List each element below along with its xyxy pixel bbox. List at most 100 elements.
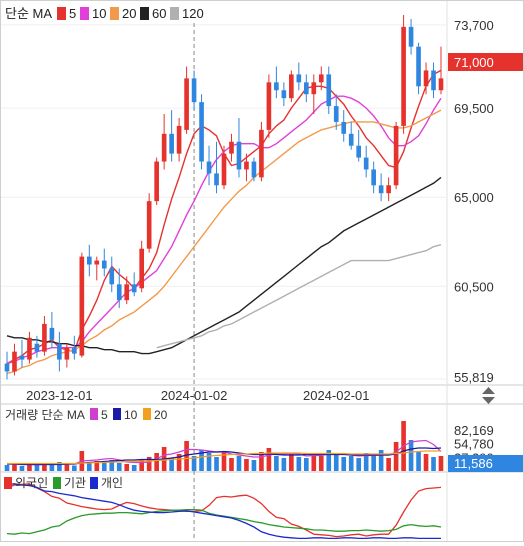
ma-line-20 (6, 109, 442, 375)
price-legend[interactable]: 단순 MA 5 10 20 60 120 (5, 6, 204, 21)
candle-body (296, 74, 302, 83)
candle (27, 331, 32, 364)
ma10-label: 10 (92, 6, 106, 21)
ma10-swatch (80, 7, 89, 20)
volume-bar (311, 453, 317, 471)
candle (64, 343, 70, 368)
volume-bar (154, 453, 159, 471)
candle (416, 42, 421, 95)
volume-bar (214, 457, 219, 471)
candle-body (229, 141, 234, 154)
ma60-swatch (140, 7, 149, 20)
current-price-tag: 71,000 (448, 53, 523, 71)
candle (176, 117, 182, 162)
candle-body (303, 82, 309, 95)
candlestick-series (4, 15, 444, 380)
candle-body (341, 121, 347, 134)
candle (266, 74, 272, 138)
candle (303, 74, 309, 103)
candle (356, 129, 362, 162)
candle-body (57, 343, 62, 360)
vma10-swatch (113, 408, 121, 420)
candle (139, 240, 145, 293)
candle-body (161, 133, 167, 162)
investor-legend[interactable]: 외국인 기관 개인 (4, 476, 123, 490)
candle (348, 121, 354, 150)
candle-body (72, 347, 77, 354)
vma20-label: 20 (154, 408, 168, 422)
up-down-arrows-icon[interactable] (482, 387, 495, 404)
ma-line-60 (6, 176, 442, 355)
candle (19, 339, 25, 368)
candle (296, 62, 302, 91)
volume-bar (348, 456, 354, 471)
volume-bar (184, 441, 189, 471)
candle-body (274, 82, 279, 91)
candle-body (124, 284, 130, 301)
candle (4, 351, 10, 380)
candle-body (244, 161, 249, 170)
volume-bar (251, 460, 257, 471)
candle (289, 70, 294, 103)
candle-body (176, 125, 182, 154)
volume-bar (64, 464, 70, 471)
volume-bar (356, 458, 362, 471)
volume-bar (229, 458, 234, 471)
candle-body (86, 256, 92, 265)
candle-body (154, 161, 159, 202)
volume-bar (378, 450, 384, 471)
candle (408, 18, 414, 55)
investor-line (6, 508, 442, 535)
ma20-label: 20 (122, 6, 136, 21)
candle-body (64, 347, 70, 360)
candle-body (146, 201, 152, 249)
vma5-label: 5 (101, 408, 108, 422)
candle (281, 82, 287, 107)
volume-bar (386, 458, 391, 471)
candle (72, 335, 77, 360)
candle (109, 256, 115, 293)
candle-body (378, 185, 384, 194)
volume-bar (199, 450, 204, 471)
volume-bar (318, 456, 324, 471)
price-tick-label: 55,819 (454, 370, 494, 385)
volume-bar (416, 451, 421, 471)
candle-body (386, 185, 391, 194)
volume-bar (27, 464, 32, 471)
volume-tick-label: 54,780 (454, 437, 494, 452)
candle (274, 66, 279, 99)
volume-bar (124, 464, 130, 471)
ma-line-10 (6, 95, 442, 365)
ma5-swatch (57, 7, 66, 20)
investor-line (6, 483, 441, 540)
candle-body (169, 133, 174, 154)
volume-legend[interactable]: 거래량 단순 MA 5 10 20 (5, 408, 168, 422)
volume-bar (49, 465, 55, 471)
date-axis: 2023-12-01 2024-01-02 2024-02-01 (26, 388, 369, 403)
candle-body (348, 133, 354, 146)
volume-tick-label: 82,169 (454, 423, 494, 438)
candle (12, 343, 17, 376)
volume-bar (259, 452, 264, 471)
volume-ma-line-20 (7, 450, 441, 465)
volume-legend-prefix: 거래량 단순 MA (5, 408, 85, 422)
ma120-swatch (170, 7, 179, 20)
candle-body (139, 248, 145, 289)
date-tick-label: 2023-12-01 (26, 388, 93, 403)
candle-body (206, 161, 212, 174)
volume-bar (109, 460, 115, 471)
candle-body (42, 323, 47, 352)
candle-body (251, 161, 257, 178)
candle (57, 331, 62, 372)
candle (333, 94, 339, 130)
candle-body (27, 337, 32, 360)
candle (386, 177, 391, 202)
volume-bar (42, 463, 47, 471)
current-volume-tag: 11,586 (448, 455, 523, 472)
candle-body (79, 256, 85, 356)
ma-line-120 (156, 244, 442, 349)
candle-body (408, 26, 414, 47)
candle (94, 256, 100, 281)
vma5-swatch (90, 408, 98, 420)
